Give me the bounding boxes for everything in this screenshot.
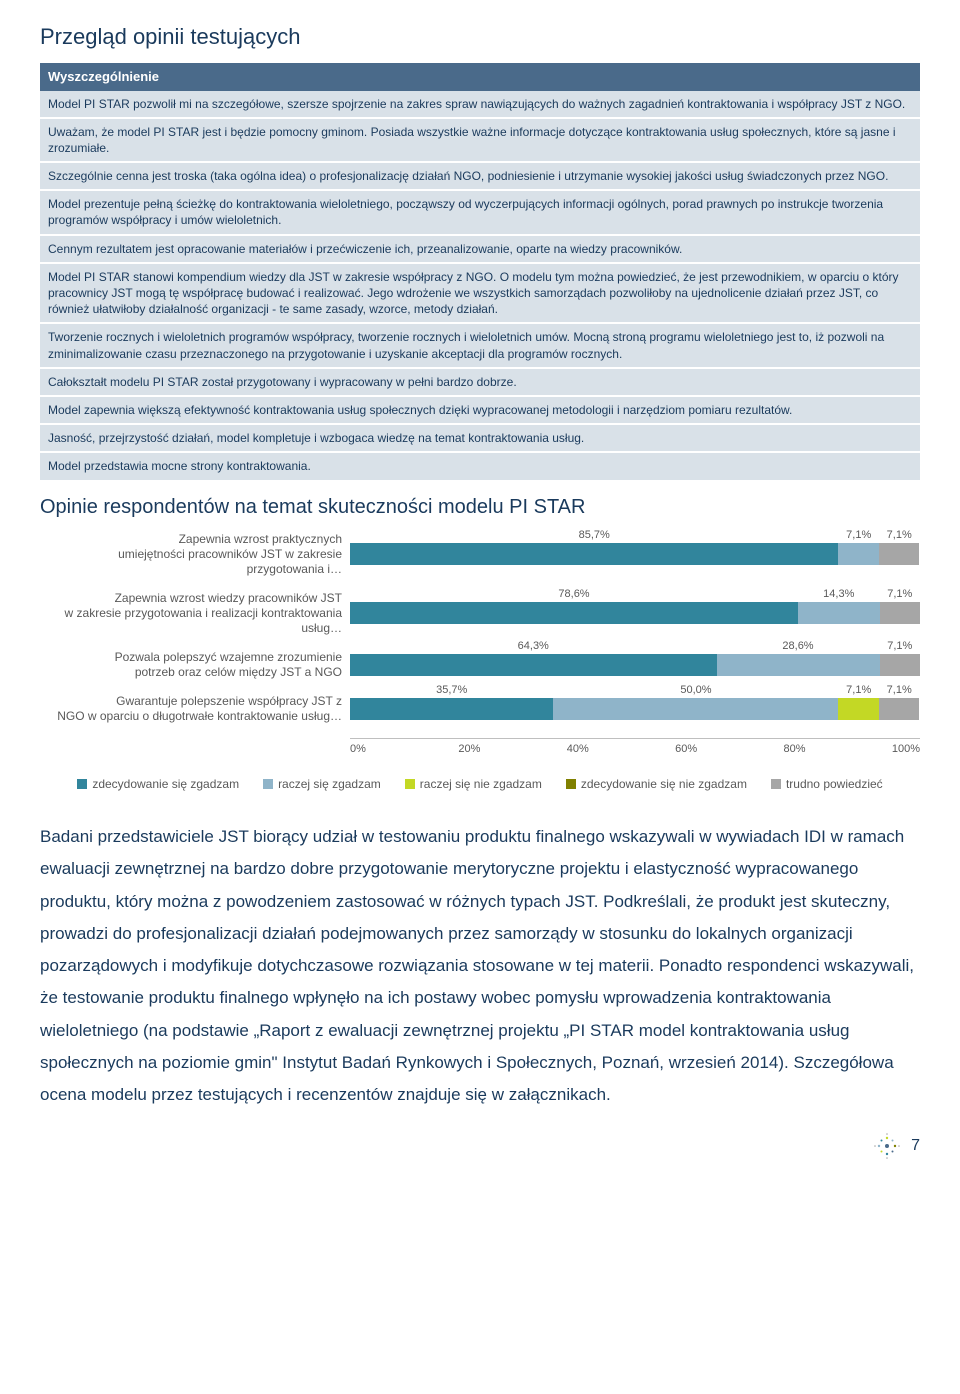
- chart-row: Pozwala polepszyć wzajemne zrozumieniepo…: [40, 650, 920, 680]
- bar-value-label: 78,6%: [558, 586, 589, 603]
- chart-row-label: Pozwala polepszyć wzajemne zrozumieniepo…: [40, 650, 350, 680]
- axis-tick: 40%: [567, 741, 675, 758]
- table-row: Model PI STAR pozwolił mi na szczegółowe…: [40, 91, 920, 119]
- chart-row: Zapewnia wzrost wiedzy pracowników JSTw …: [40, 591, 920, 636]
- table-row: Szczególnie cenna jest troska (taka ogól…: [40, 163, 920, 191]
- axis-tick: 100%: [892, 741, 920, 758]
- page-footer: 7: [40, 1132, 920, 1160]
- legend-label: raczej się nie zgadzam: [420, 775, 542, 793]
- bar-segment: 64,3%: [350, 654, 717, 676]
- bar-segment: 7,1%: [880, 602, 920, 624]
- bar-segment: 14,3%: [798, 602, 880, 624]
- page-title: Przegląd opinii testujących: [40, 20, 920, 53]
- bar-segment: 78,6%: [350, 602, 798, 624]
- legend-swatch: [566, 779, 576, 789]
- chart-axis: 0%20%40%60%80%100%: [350, 738, 920, 758]
- axis-tick: 80%: [784, 741, 892, 758]
- legend-item: zdecydowanie się nie zgadzam: [566, 775, 747, 793]
- legend-item: raczej się zgadzam: [263, 775, 381, 793]
- table-row: Uważam, że model PI STAR jest i będzie p…: [40, 119, 920, 163]
- chart-title: Opinie respondentów na temat skutecznośc…: [40, 492, 920, 522]
- table-row: Model przedstawia mocne strony kontrakto…: [40, 453, 920, 481]
- legend-swatch: [771, 779, 781, 789]
- bar-value-label: 7,1%: [846, 682, 871, 699]
- legend-swatch: [263, 779, 273, 789]
- axis-tick: 60%: [675, 741, 783, 758]
- bar-value-label: 50,0%: [680, 682, 711, 699]
- axis-tick: 0%: [350, 741, 458, 758]
- legend-label: zdecydowanie się nie zgadzam: [581, 775, 747, 793]
- bar-value-label: 7,1%: [887, 682, 912, 699]
- chart-legend: zdecydowanie się zgadzam raczej się zgadz…: [40, 775, 920, 793]
- chart-row: Zapewnia wzrost praktycznychumiejętności…: [40, 532, 920, 577]
- table-row: Tworzenie rocznych i wieloletnich progra…: [40, 324, 920, 368]
- table-row: Model zapewnia większą efektywność kontr…: [40, 397, 920, 425]
- bar-segment: 7,1%: [838, 698, 878, 720]
- body-paragraph: Badani przedstawiciele JST biorący udzia…: [40, 821, 920, 1112]
- logo-icon: [873, 1132, 901, 1160]
- bar-value-label: 7,1%: [887, 527, 912, 544]
- table-row: Całokształt modelu PI STAR został przygo…: [40, 369, 920, 397]
- legend-label: trudno powiedzieć: [786, 775, 883, 793]
- opinions-table: Model PI STAR pozwolił mi na szczegółowe…: [40, 91, 920, 482]
- bar-value-label: 7,1%: [887, 586, 912, 603]
- bar-value-label: 85,7%: [579, 527, 610, 544]
- bar-segment: 28,6%: [717, 654, 880, 676]
- bar-segment: 85,7%: [350, 543, 838, 565]
- bar-value-label: 7,1%: [887, 638, 912, 655]
- chart-row-label: Zapewnia wzrost wiedzy pracowników JSTw …: [40, 591, 350, 636]
- table-header: Wyszczególnienie: [40, 63, 920, 91]
- legend-swatch: [77, 779, 87, 789]
- table-row: Model PI STAR stanowi kompendium wiedzy …: [40, 264, 920, 325]
- table-row: Model prezentuje pełną ścieżkę do kontra…: [40, 191, 920, 235]
- table-row: Jasność, przejrzystość działań, model ko…: [40, 425, 920, 453]
- table-row: Cennym rezultatem jest opracowanie mater…: [40, 236, 920, 264]
- bar-segment: 7,1%: [879, 698, 919, 720]
- bar-value-label: 64,3%: [518, 638, 549, 655]
- legend-item: raczej się nie zgadzam: [405, 775, 542, 793]
- bar-segment: 7,1%: [879, 543, 919, 565]
- chart-row-label: Gwarantuje polepszenie współpracy JST zN…: [40, 694, 350, 724]
- bar-segment: 50,0%: [553, 698, 838, 720]
- bar-segment: 7,1%: [838, 543, 878, 565]
- chart-row: Gwarantuje polepszenie współpracy JST zN…: [40, 694, 920, 724]
- bar-value-label: 7,1%: [846, 527, 871, 544]
- bar-value-label: 14,3%: [823, 586, 854, 603]
- axis-tick: 20%: [458, 741, 566, 758]
- legend-swatch: [405, 779, 415, 789]
- bar-value-label: 28,6%: [782, 638, 813, 655]
- bar-value-label: 35,7%: [436, 682, 467, 699]
- legend-label: zdecydowanie się zgadzam: [92, 775, 239, 793]
- stacked-bar-chart: Zapewnia wzrost praktycznychumiejętności…: [40, 527, 920, 814]
- page-number: 7: [911, 1134, 920, 1158]
- legend-item: trudno powiedzieć: [771, 775, 883, 793]
- bar-segment: 7,1%: [880, 654, 920, 676]
- legend-item: zdecydowanie się zgadzam: [77, 775, 239, 793]
- legend-label: raczej się zgadzam: [278, 775, 381, 793]
- bar-segment: 35,7%: [350, 698, 553, 720]
- chart-row-label: Zapewnia wzrost praktycznychumiejętności…: [40, 532, 350, 577]
